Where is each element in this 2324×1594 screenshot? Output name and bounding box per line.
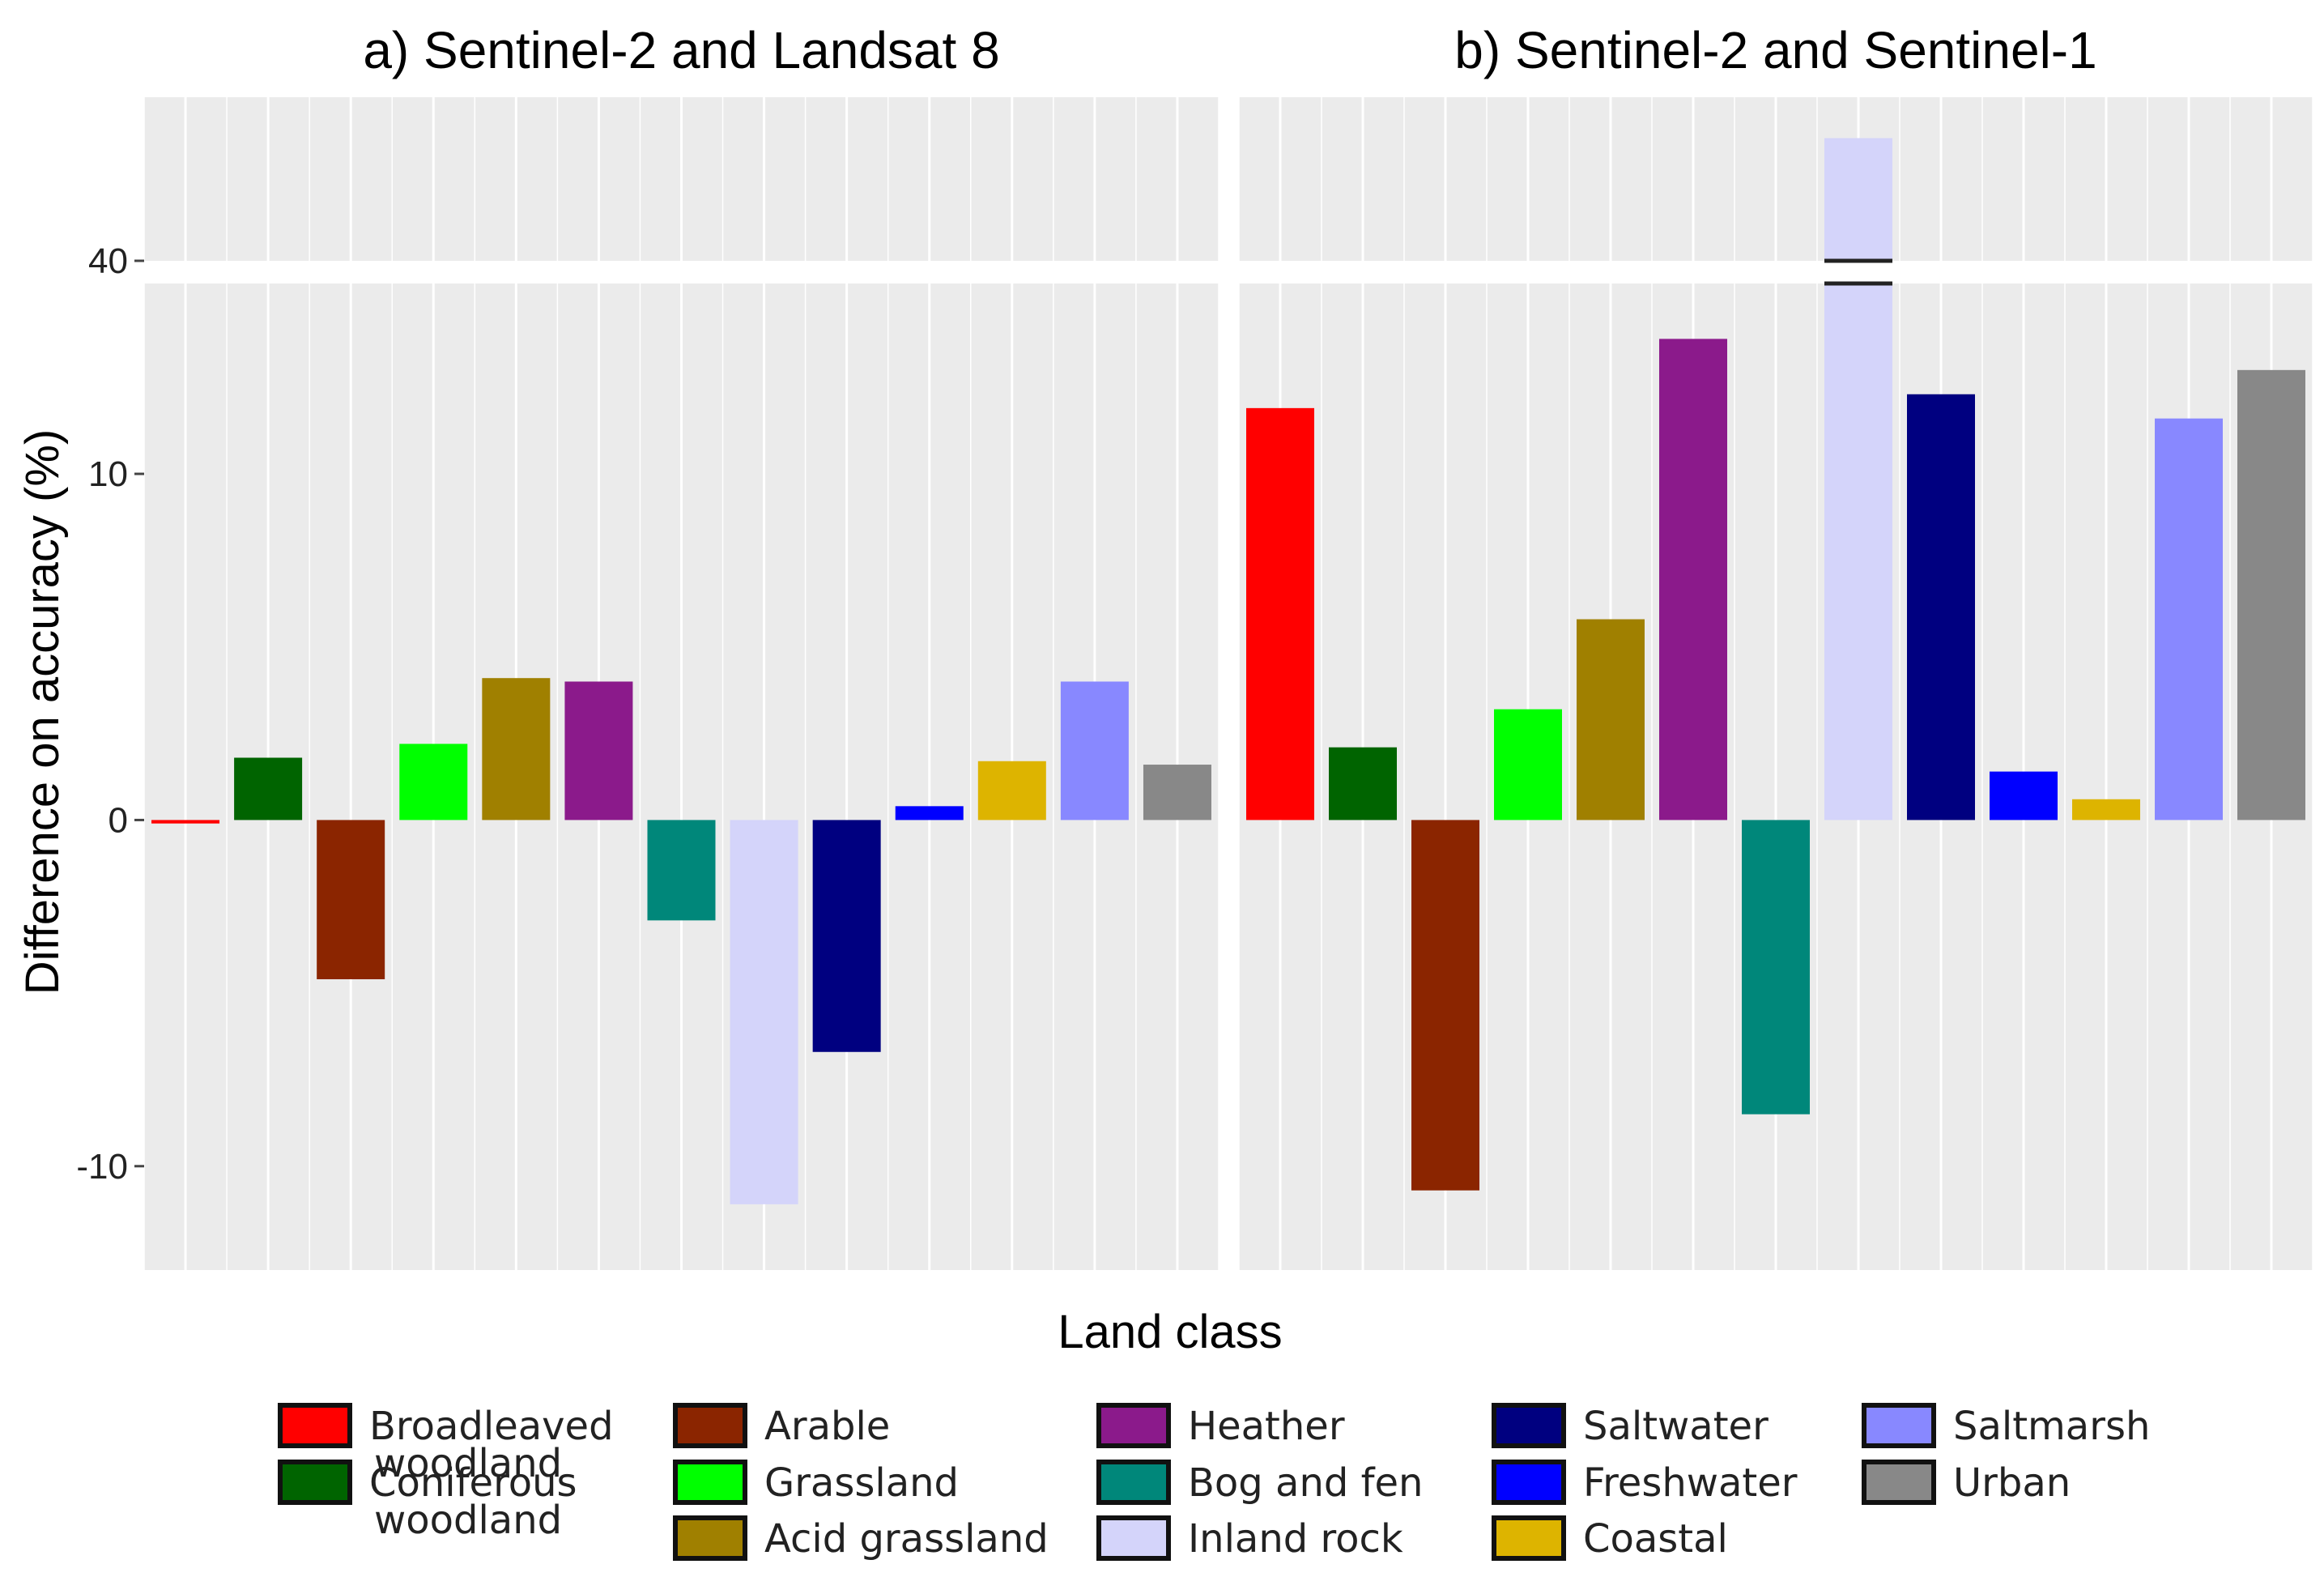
- legend-item: Saltwater: [1492, 1403, 1769, 1449]
- legend-item: Heather: [1096, 1403, 1345, 1449]
- bar-inland-rock: [730, 820, 798, 1204]
- legend-label: Coastal: [1583, 1516, 1728, 1562]
- legend-key: [1492, 1403, 1566, 1448]
- panel-title: b) Sentinel-2 and Sentinel-1: [1454, 21, 2096, 79]
- y-tick-label: 40: [88, 241, 128, 281]
- panel-title: a) Sentinel-2 and Landsat 8: [363, 21, 999, 79]
- bar-coastal: [977, 761, 1046, 820]
- bar-heather: [1659, 339, 1727, 820]
- legend-key: [278, 1460, 352, 1505]
- legend-item: Broadleaved woodland: [278, 1403, 614, 1486]
- x-axis-title: Land class: [1058, 1306, 1282, 1358]
- legend-label-line: Urban: [1953, 1460, 2071, 1506]
- panel-b: b) Sentinel-2 and Sentinel-1: [1238, 21, 2313, 1270]
- legend-label-line: Bog and fen: [1188, 1460, 1423, 1506]
- legend-item: Coniferous woodland: [278, 1460, 577, 1543]
- bar-bog-and-fen: [647, 820, 716, 921]
- legend-item: Coastal: [1492, 1515, 1728, 1562]
- legend-key: [1096, 1403, 1171, 1448]
- bar-urban: [2237, 369, 2305, 820]
- bar-saltmarsh: [1060, 681, 1129, 820]
- bar-grassland: [1494, 709, 1562, 820]
- y-tick-label: -10: [76, 1147, 128, 1187]
- legend-label-line: Broadleaved: [369, 1404, 614, 1449]
- legend-label-line: woodland: [374, 1441, 562, 1486]
- panel-a: a) Sentinel-2 and Landsat 8: [143, 21, 1219, 1270]
- legend-label: Urban: [1953, 1460, 2071, 1506]
- bar-arable: [1411, 820, 1479, 1191]
- y-axis-title: Difference on accuracy (%): [16, 429, 69, 995]
- legend-label: Grassland: [764, 1460, 959, 1506]
- legend-label-line: Saltwater: [1583, 1404, 1769, 1449]
- bar-saltwater: [812, 820, 881, 1052]
- legend-label: Coniferous woodland: [369, 1460, 577, 1543]
- bar-grassland: [399, 744, 468, 820]
- legend-label-line: Coniferous: [369, 1460, 577, 1506]
- legend-key: [673, 1460, 747, 1505]
- y-tick-label: 10: [88, 454, 128, 494]
- legend-item: Saltmarsh: [1862, 1403, 2150, 1449]
- legend-item: Grassland: [673, 1460, 959, 1506]
- legend-key: [278, 1403, 352, 1448]
- bar-coniferous-woodland: [1329, 747, 1397, 820]
- bar-bog-and-fen: [1742, 820, 1810, 1115]
- bar-inland-rock-upper: [1824, 138, 1892, 261]
- bar-acid-grassland: [1577, 619, 1645, 820]
- bar-heather: [564, 681, 633, 820]
- legend-label-line: Acid grassland: [764, 1516, 1049, 1562]
- legend-item: Arable: [673, 1403, 890, 1449]
- bar-coniferous-woodland: [234, 757, 303, 820]
- legend-item: Inland rock: [1096, 1515, 1403, 1562]
- legend-label: Acid grassland: [764, 1516, 1049, 1562]
- legend-label-line: woodland: [374, 1498, 562, 1543]
- bar-freshwater: [895, 806, 964, 820]
- legend-label: Saltwater: [1583, 1404, 1769, 1449]
- legend-key: [673, 1403, 747, 1448]
- bar-acid-grassland: [482, 678, 551, 820]
- legend-label-line: Inland rock: [1188, 1516, 1403, 1562]
- legend-key: [1862, 1460, 1936, 1505]
- bar-saltwater: [1907, 394, 1975, 820]
- bar-saltmarsh: [2155, 418, 2223, 820]
- legend-label-line: Arable: [764, 1404, 890, 1449]
- legend-label-line: Grassland: [764, 1460, 959, 1506]
- legend-label-line: Coastal: [1583, 1516, 1728, 1562]
- legend-label-line: Freshwater: [1583, 1460, 1798, 1506]
- bar-urban: [1143, 765, 1211, 820]
- legend-item: Freshwater: [1492, 1460, 1798, 1506]
- legend-key: [1492, 1460, 1566, 1505]
- legend-key: [1096, 1460, 1171, 1505]
- bar-arable: [317, 820, 385, 980]
- legend-label: Arable: [764, 1404, 890, 1449]
- bar-freshwater: [1990, 771, 2058, 820]
- y-tick-label: 0: [109, 800, 128, 840]
- legend-item: Acid grassland: [673, 1515, 1049, 1562]
- legend-item: Bog and fen: [1096, 1460, 1423, 1506]
- legend-label-line: Saltmarsh: [1953, 1404, 2150, 1449]
- legend-label: Saltmarsh: [1953, 1404, 2150, 1449]
- legend-item: Urban: [1862, 1460, 2071, 1506]
- legend-key: [1096, 1515, 1171, 1561]
- legend-label-line: Heather: [1188, 1404, 1345, 1449]
- legend-label: Inland rock: [1188, 1516, 1403, 1562]
- bar-broadleaved-woodland: [1246, 407, 1314, 820]
- legend-key: [673, 1515, 747, 1561]
- bar-coastal: [2072, 799, 2140, 820]
- bar-inland-rock-lower: [1824, 283, 1892, 820]
- bar-broadleaved-woodland: [151, 820, 220, 824]
- legend-label: Broadleaved woodland: [369, 1404, 614, 1486]
- legend-key: [1862, 1403, 1936, 1448]
- legend-key: [1492, 1515, 1566, 1561]
- legend-label: Heather: [1188, 1404, 1345, 1449]
- legend-label: Freshwater: [1583, 1460, 1798, 1506]
- legend-label: Bog and fen: [1188, 1460, 1423, 1506]
